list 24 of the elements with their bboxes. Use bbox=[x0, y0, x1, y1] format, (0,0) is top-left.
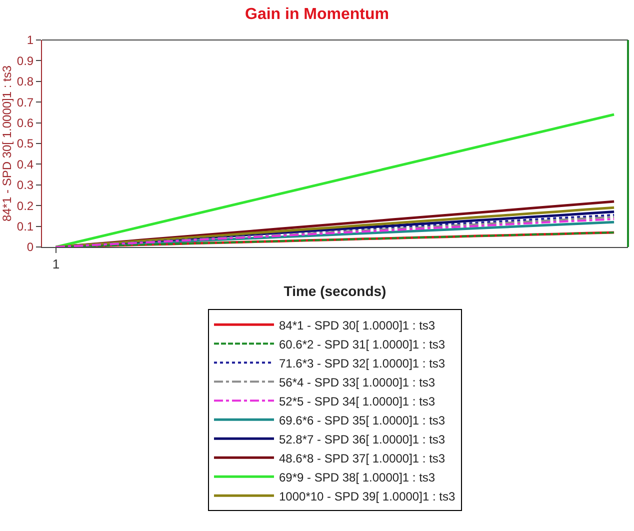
y-tick-label: 0.4 bbox=[16, 157, 34, 172]
legend-label: 69*9 - SPD 38[ 1.0000]1 : ts3 bbox=[279, 470, 436, 484]
legend-label: 56*4 - SPD 33[ 1.0000]1 : ts3 bbox=[279, 375, 436, 390]
y-tick-label: 0.5 bbox=[16, 136, 34, 151]
x-axis-title: Time (seconds) bbox=[284, 282, 386, 299]
y-tick-label: 0.6 bbox=[16, 116, 34, 130]
y-tick-label: 0.2 bbox=[16, 198, 34, 213]
y-tick-label: 0.3 bbox=[16, 178, 34, 192]
y-tick-label: 0.9 bbox=[16, 54, 34, 68]
legend-label: 52.8*7 - SPD 36[ 1.0000]1 : ts3 bbox=[279, 432, 446, 446]
legend-label: 1000*10 - SPD 39[ 1.0000]1 : ts3 bbox=[279, 489, 456, 504]
chart-title: Gain in Momentum bbox=[245, 6, 389, 24]
y-tick-label: 0 bbox=[26, 240, 34, 254]
legend-label: 69.6*6 - SPD 35[ 1.0000]1 : ts3 bbox=[279, 413, 446, 428]
legend-label: 71.6*3 - SPD 32[ 1.0000]1 : ts3 bbox=[279, 356, 446, 370]
y-tick-label: 0.8 bbox=[16, 74, 34, 89]
legend-label: 84*1 - SPD 30[ 1.0000]1 : ts3 bbox=[279, 318, 436, 332]
legend-label: 48.6*8 - SPD 37[ 1.0000]1 : ts3 bbox=[279, 451, 446, 466]
legend-label: 52*5 - SPD 34[ 1.0000]1 : ts3 bbox=[279, 394, 436, 408]
y-tick-label: 1 bbox=[26, 33, 34, 48]
y-axis-title: 84*1 - SPD 30[ 1.0000]1 : ts3 bbox=[0, 65, 14, 222]
y-tick-label: 0.1 bbox=[16, 220, 34, 234]
y-tick-label: 0.7 bbox=[16, 95, 34, 110]
legend-label: 60.6*2 - SPD 31[ 1.0000]1 : ts3 bbox=[279, 337, 446, 352]
